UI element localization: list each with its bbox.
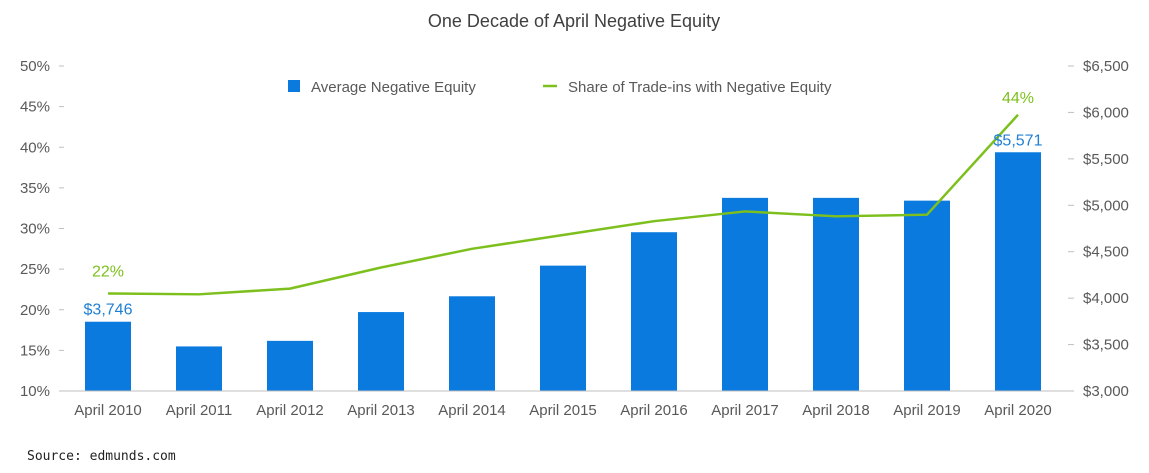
chart-title: One Decade of April Negative Equity bbox=[428, 11, 720, 31]
bar bbox=[358, 312, 404, 391]
right-tick-label: $5,000 bbox=[1083, 197, 1129, 214]
x-tick-label: April 2017 bbox=[711, 402, 779, 419]
right-tick-label: $5,500 bbox=[1083, 151, 1129, 168]
left-tick-label: 40% bbox=[20, 139, 50, 156]
x-tick-label: April 2013 bbox=[347, 402, 415, 419]
x-tick-label: April 2016 bbox=[620, 402, 688, 419]
left-tick-label: 45% bbox=[20, 99, 50, 116]
right-tick-label: $4,500 bbox=[1083, 244, 1129, 261]
data-label: 44% bbox=[1002, 90, 1034, 107]
x-tick-label: April 2020 bbox=[984, 402, 1052, 419]
left-axis: 50% 45% 40% 35% 30% 25% 20% 15% 10% bbox=[20, 58, 64, 400]
left-tick-label: 25% bbox=[20, 261, 50, 278]
legend: Average Negative Equity Share of Trade-i… bbox=[288, 79, 832, 96]
right-tick-label: $6,500 bbox=[1083, 58, 1129, 75]
left-tick-label: 10% bbox=[20, 383, 50, 400]
left-tick-label: 20% bbox=[20, 302, 50, 319]
line-series bbox=[107, 113, 1019, 296]
x-tick-label: April 2018 bbox=[802, 402, 870, 419]
data-label: 22% bbox=[92, 264, 124, 281]
x-axis: April 2010 April 2011 April 2012 April 2013… bbox=[62, 390, 1070, 419]
bar bbox=[995, 152, 1041, 391]
bar bbox=[176, 346, 222, 391]
legend-swatch-bar bbox=[288, 80, 300, 92]
left-tick-label: 35% bbox=[20, 180, 50, 197]
bar bbox=[631, 232, 677, 391]
data-label: $3,746 bbox=[84, 302, 133, 319]
bar bbox=[722, 197, 768, 391]
series-line bbox=[107, 113, 1019, 296]
x-tick-label: April 2015 bbox=[529, 402, 597, 419]
legend-label-line: Share of Trade-ins with Negative Equity bbox=[568, 79, 832, 96]
right-tick-label: $3,000 bbox=[1083, 383, 1129, 400]
bar bbox=[449, 296, 495, 391]
x-tick-label: April 2014 bbox=[438, 402, 506, 419]
x-tick-label: April 2019 bbox=[893, 402, 961, 419]
data-labels: $3,746 $5,571 22% 44% bbox=[84, 90, 1043, 319]
right-axis: $6,500 $6,000 $5,500 $5,000 $4,500 $4,000 $3,5… bbox=[1068, 58, 1129, 400]
bar bbox=[540, 265, 586, 391]
legend-label-bar: Average Negative Equity bbox=[311, 79, 476, 96]
right-tick-label: $6,000 bbox=[1083, 104, 1129, 121]
source-note: Source: edmunds.com bbox=[27, 449, 176, 464]
x-tick-label: April 2010 bbox=[74, 402, 142, 419]
left-tick-label: 50% bbox=[20, 58, 50, 75]
x-tick-label: April 2011 bbox=[166, 402, 232, 419]
bar bbox=[904, 200, 950, 391]
data-label: $5,571 bbox=[994, 132, 1043, 149]
left-tick-label: 30% bbox=[20, 221, 50, 238]
bar bbox=[85, 321, 131, 391]
bar bbox=[267, 340, 313, 391]
bar bbox=[813, 197, 859, 391]
x-tick-label: April 2012 bbox=[256, 402, 324, 419]
bar-series bbox=[85, 152, 1041, 391]
left-tick-label: 15% bbox=[20, 342, 50, 359]
right-tick-label: $4,000 bbox=[1083, 290, 1129, 307]
right-tick-label: $3,500 bbox=[1083, 337, 1129, 354]
